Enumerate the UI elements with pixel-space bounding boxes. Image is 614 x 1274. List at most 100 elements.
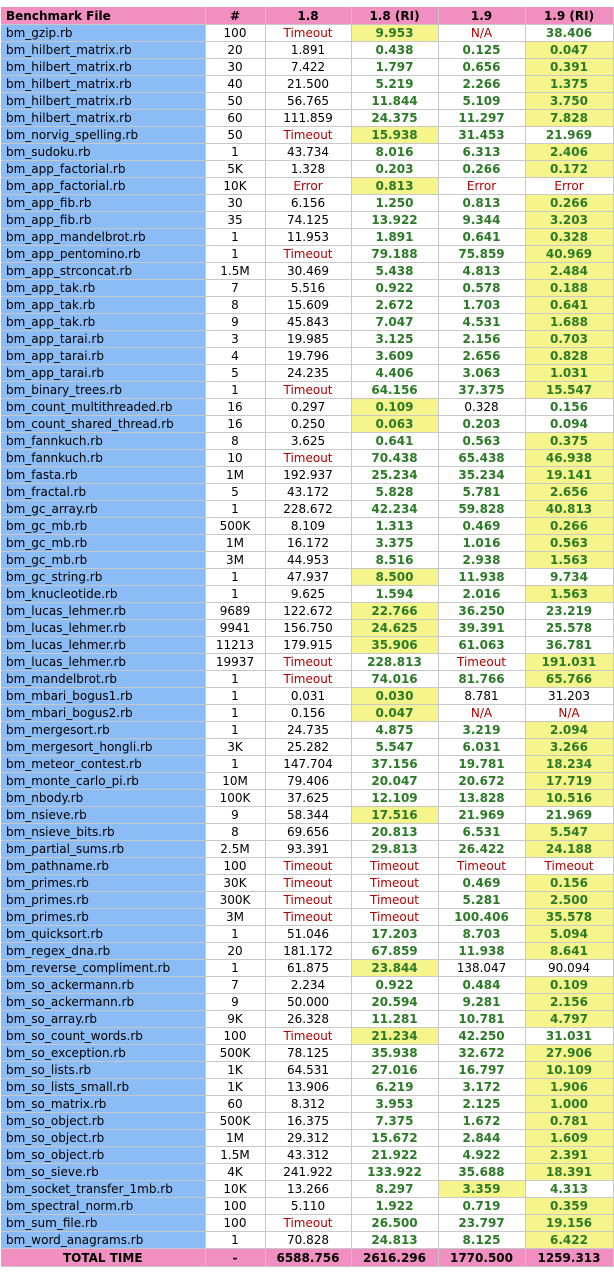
ruby-1-9-ri-cell: 10.109 xyxy=(525,1061,614,1079)
ruby-1-9-cell: 65.438 xyxy=(438,449,526,467)
table-row: bm_quicksort.rb 1 51.046 17.203 8.703 5.094 xyxy=(1,925,614,943)
ruby-1-8-ri-cell: 4.875 xyxy=(351,721,439,739)
ruby-1-9-ri-cell: 25.578 xyxy=(525,619,614,637)
ruby-1-9-cell: 6.313 xyxy=(438,143,526,161)
ruby-1-9-ri-cell: 0.172 xyxy=(525,160,614,178)
iterations-cell: 1 xyxy=(205,670,266,688)
iterations-cell: 11213 xyxy=(205,636,266,654)
ruby-1-9-ri-cell: 1.609 xyxy=(525,1129,614,1147)
ruby-1-8-ri-cell: Timeout xyxy=(351,908,439,926)
ruby-1-9-cell: 8.781 xyxy=(438,687,526,705)
iterations-cell: 20 xyxy=(205,942,266,960)
ruby-1-8-ri-cell: 8.016 xyxy=(351,143,439,161)
ruby-1-8-cell: 47.937 xyxy=(265,568,352,586)
benchmark-file-cell: bm_quicksort.rb xyxy=(1,925,206,943)
iterations-cell: 3 xyxy=(205,330,266,348)
ruby-1-9-ri-cell: 0.391 xyxy=(525,58,614,76)
ruby-1-8-cell: Timeout xyxy=(265,891,352,909)
ruby-1-8-ri-cell: 3.609 xyxy=(351,347,439,365)
table-row: bm_fannkuch.rb 8 3.625 0.641 0.563 0.375 xyxy=(1,432,614,450)
ruby-1-8-ri-cell: 5.828 xyxy=(351,483,439,501)
ruby-1-8-cell: 29.312 xyxy=(265,1129,352,1147)
ruby-1-9-cell: 5.781 xyxy=(438,483,526,501)
table-row: bm_mergesort_hongli.rb 3K 25.282 5.547 6.031… xyxy=(1,738,614,756)
ruby-1-8-cell: 2.234 xyxy=(265,976,352,994)
table-row: bm_app_fib.rb 35 74.125 13.922 9.344 3.203 xyxy=(1,211,614,229)
ruby-1-8-cell: 24.735 xyxy=(265,721,352,739)
benchmark-file-cell: bm_mergesort.rb xyxy=(1,721,206,739)
table-row: bm_mergesort.rb 1 24.735 4.875 3.219 2.094 xyxy=(1,721,614,739)
ruby-1-8-ri-cell: 79.188 xyxy=(351,245,439,263)
total-iterations: - xyxy=(205,1248,266,1267)
ruby-1-8-ri-cell: 5.219 xyxy=(351,75,439,93)
ruby-1-9-cell: 11.297 xyxy=(438,109,526,127)
total-ruby-1-8: 6588.756 xyxy=(265,1248,352,1267)
ruby-1-9-cell: 42.250 xyxy=(438,1027,526,1045)
ruby-1-9-cell: 6.531 xyxy=(438,823,526,841)
ruby-1-9-ri-cell: 2.484 xyxy=(525,262,614,280)
ruby-1-8-ri-cell: 2.672 xyxy=(351,296,439,314)
iterations-cell: 1 xyxy=(205,721,266,739)
ruby-1-8-cell: 3.625 xyxy=(265,432,352,450)
iterations-cell: 9 xyxy=(205,806,266,824)
ruby-1-8-cell: 58.344 xyxy=(265,806,352,824)
ruby-1-8-ri-cell: 13.922 xyxy=(351,211,439,229)
table-row: bm_app_fib.rb 30 6.156 1.250 0.813 0.266 xyxy=(1,194,614,212)
table-row: bm_primes.rb 3M Timeout Timeout 100.406 35.57… xyxy=(1,908,614,926)
ruby-1-9-ri-cell: 19.141 xyxy=(525,466,614,484)
ruby-1-8-cell: 15.609 xyxy=(265,296,352,314)
ruby-1-8-ri-cell: 1.797 xyxy=(351,58,439,76)
ruby-1-8-ri-cell: 7.047 xyxy=(351,313,439,331)
ruby-1-8-ri-cell: 228.813 xyxy=(351,653,439,671)
iterations-cell: 1M xyxy=(205,466,266,484)
iterations-cell: 9K xyxy=(205,1010,266,1028)
ruby-1-8-ri-cell: 37.156 xyxy=(351,755,439,773)
iterations-cell: 500K xyxy=(205,517,266,535)
benchmark-file-cell: bm_so_ackermann.rb xyxy=(1,976,206,994)
benchmark-file-cell: bm_so_object.rb xyxy=(1,1112,206,1130)
ruby-1-8-ri-cell: 22.766 xyxy=(351,602,439,620)
iterations-cell: 4K xyxy=(205,1163,266,1181)
benchmark-file-cell: bm_so_lists_small.rb xyxy=(1,1078,206,1096)
ruby-1-9-ri-cell: 3.750 xyxy=(525,92,614,110)
benchmark-file-cell: bm_count_shared_thread.rb xyxy=(1,415,206,433)
table-row: bm_binary_trees.rb 1 Timeout 64.156 37.375 15… xyxy=(1,381,614,399)
ruby-1-9-cell: 8.703 xyxy=(438,925,526,943)
iterations-cell: 8 xyxy=(205,296,266,314)
ruby-1-9-cell: 0.656 xyxy=(438,58,526,76)
benchmark-file-cell: bm_gc_mb.rb xyxy=(1,517,206,535)
table-row: bm_hilbert_matrix.rb 40 21.500 5.219 2.266 1.… xyxy=(1,75,614,93)
benchmark-file-cell: bm_app_tarai.rb xyxy=(1,347,206,365)
ruby-1-9-cell: 11.938 xyxy=(438,942,526,960)
iterations-cell: 50 xyxy=(205,126,266,144)
ruby-1-9-ri-cell: 27.906 xyxy=(525,1044,614,1062)
ruby-1-9-ri-cell: 21.969 xyxy=(525,126,614,144)
ruby-1-8-cell: 78.125 xyxy=(265,1044,352,1062)
table-row: bm_partial_sums.rb 2.5M 93.391 29.813 26.422… xyxy=(1,840,614,858)
ruby-1-8-cell: Timeout xyxy=(265,670,352,688)
ruby-1-8-cell: 21.500 xyxy=(265,75,352,93)
ruby-1-8-ri-cell: 1.922 xyxy=(351,1197,439,1215)
ruby-1-8-ri-cell: 24.625 xyxy=(351,619,439,637)
ruby-1-8-cell: Timeout xyxy=(265,857,352,875)
benchmark-file-cell: bm_app_tak.rb xyxy=(1,279,206,297)
ruby-1-9-cell: 138.047 xyxy=(438,959,526,977)
iterations-cell: 1 xyxy=(205,1231,266,1249)
benchmark-file-cell: bm_binary_trees.rb xyxy=(1,381,206,399)
ruby-1-8-cell: 156.750 xyxy=(265,619,352,637)
table-row: bm_app_factorial.rb 5K 1.328 0.203 0.266 0.17… xyxy=(1,160,614,178)
ruby-1-8-cell: Error xyxy=(265,177,352,195)
ruby-1-9-ri-cell: 23.219 xyxy=(525,602,614,620)
iterations-cell: 10 xyxy=(205,449,266,467)
ruby-1-8-ri-cell: 20.594 xyxy=(351,993,439,1011)
ruby-1-9-cell: 2.266 xyxy=(438,75,526,93)
ruby-1-9-ri-cell: 0.375 xyxy=(525,432,614,450)
table-row: bm_gzip.rb 100 Timeout 9.953 N/A 38.406 xyxy=(1,24,614,42)
ruby-1-9-ri-cell: 2.656 xyxy=(525,483,614,501)
ruby-1-9-cell: 35.234 xyxy=(438,466,526,484)
ruby-1-9-cell: 0.813 xyxy=(438,194,526,212)
ruby-1-9-cell: 2.016 xyxy=(438,585,526,603)
table-row: bm_so_exception.rb 500K 78.125 35.938 32.672… xyxy=(1,1044,614,1062)
ruby-1-8-cell: 26.328 xyxy=(265,1010,352,1028)
benchmark-file-cell: bm_nbody.rb xyxy=(1,789,206,807)
